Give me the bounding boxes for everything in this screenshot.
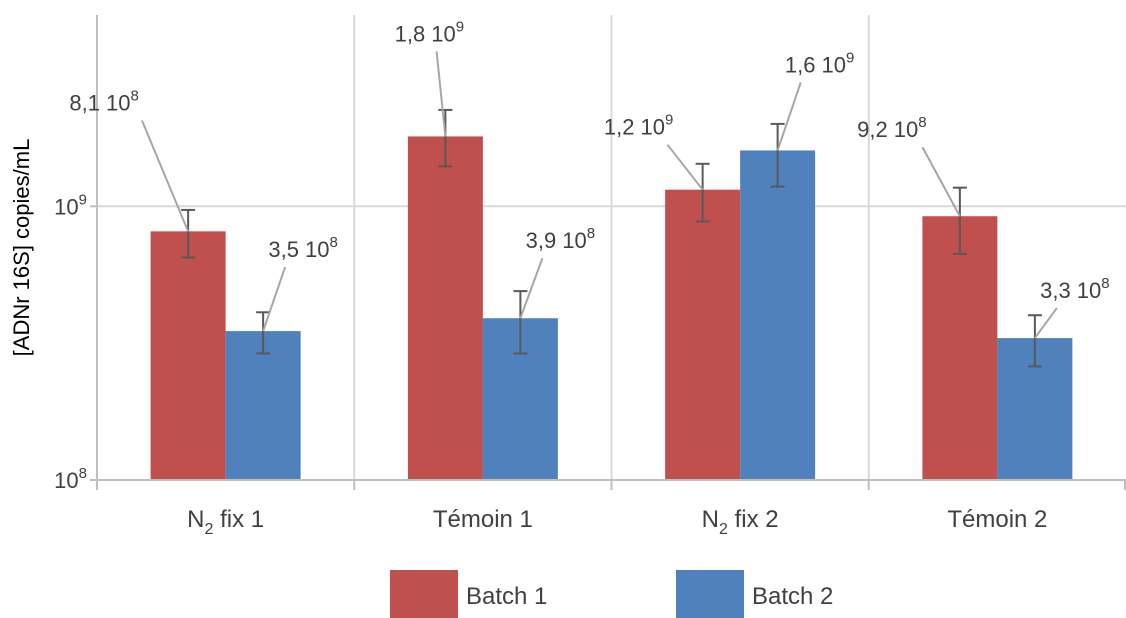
error-bar xyxy=(513,290,528,355)
y-tick-label: 109 xyxy=(54,191,87,219)
category-label: N2 fix 2 xyxy=(702,506,779,538)
bar xyxy=(740,150,816,480)
data-label: 3,5 108 xyxy=(268,234,338,262)
error-bar xyxy=(1027,314,1042,368)
data-label-group: 1,2 109 xyxy=(604,112,704,191)
data-label: 8,1 108 xyxy=(69,87,139,115)
error-bars xyxy=(181,108,1042,368)
bar xyxy=(150,231,226,480)
legend-label: Batch 1 xyxy=(466,583,547,610)
error-bar xyxy=(952,186,967,255)
bar xyxy=(665,189,741,480)
legend-swatch xyxy=(676,570,744,618)
y-tick-label: 108 xyxy=(54,465,87,493)
leader-line xyxy=(141,119,190,232)
legend-swatch xyxy=(390,570,458,618)
data-label-group: 1,8 109 xyxy=(395,18,465,137)
leader-line xyxy=(262,266,287,332)
error-bar xyxy=(181,208,196,259)
category-label: Témoin 2 xyxy=(947,506,1047,533)
category-label: Témoin 1 xyxy=(433,506,533,533)
legend-label: Batch 2 xyxy=(752,583,833,610)
category-label: N2 fix 1 xyxy=(187,506,264,538)
bars xyxy=(150,136,1073,480)
data-label: 9,2 108 xyxy=(857,114,927,142)
data-label-group: 1,6 109 xyxy=(776,49,855,151)
data-label-group: 3,3 108 xyxy=(1034,275,1110,339)
data-labels: 8,1 108 1,8 109 1,2 109 9,2 108 3,5 108 3,9 1… xyxy=(69,18,1110,339)
leader-line xyxy=(1034,307,1058,339)
bar xyxy=(407,136,483,480)
leader-line xyxy=(519,257,544,319)
bar xyxy=(922,216,998,480)
leader-line xyxy=(435,51,447,137)
data-label: 1,2 109 xyxy=(604,112,674,140)
legend-item: Batch 2 xyxy=(676,570,833,618)
error-bar xyxy=(256,311,271,355)
data-label-group: 8,1 108 xyxy=(69,87,190,232)
data-label-group: 3,5 108 xyxy=(262,234,338,332)
error-bar xyxy=(770,122,785,188)
data-label: 3,9 108 xyxy=(526,225,596,253)
error-bar xyxy=(438,108,453,168)
data-label: 1,6 109 xyxy=(785,49,855,77)
error-bar xyxy=(695,162,710,223)
leader-line xyxy=(776,82,802,151)
legend-item: Batch 1 xyxy=(390,570,547,618)
bar xyxy=(225,331,301,480)
legend: Batch 1 Batch 2 xyxy=(390,570,833,618)
data-label: 3,3 108 xyxy=(1040,275,1110,303)
data-label-group: 3,9 108 xyxy=(519,225,596,319)
leader-line xyxy=(921,146,961,217)
axes: 108 109 [ADNr 16S] copies/mL N2 fix 1 Témoin… xyxy=(9,15,1126,538)
y-axis-title: [ADNr 16S] copies/mL xyxy=(9,139,34,357)
data-label-group: 9,2 108 xyxy=(857,114,961,217)
data-label: 1,8 109 xyxy=(395,18,465,46)
leader-line xyxy=(666,144,704,191)
